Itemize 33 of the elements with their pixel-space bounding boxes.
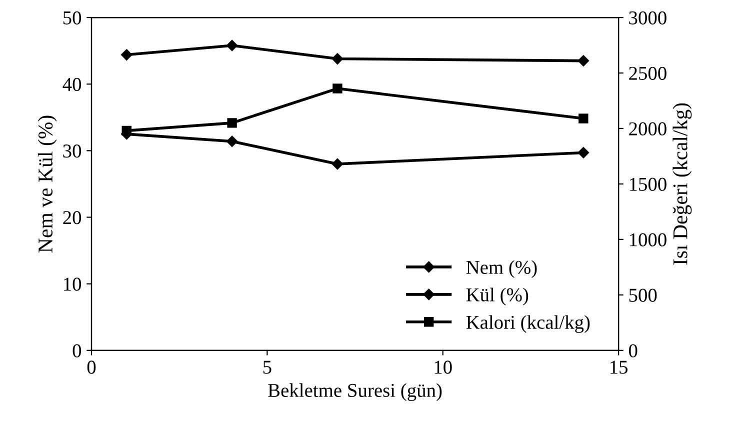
y-tick-label: 10 bbox=[64, 278, 82, 291]
y-tick-label: 0 bbox=[72, 344, 82, 358]
x-tick-label: 5 bbox=[263, 360, 272, 374]
point bbox=[332, 158, 344, 170]
point bbox=[226, 40, 238, 52]
point bbox=[332, 84, 342, 94]
x-axis-title: Bekletme Suresi (gün) bbox=[268, 383, 442, 401]
point bbox=[578, 147, 590, 158]
y-tick-label: 40 bbox=[62, 78, 82, 92]
y2-tick-label: 2000 bbox=[629, 122, 666, 136]
y2-tick-label: 1000 bbox=[630, 233, 666, 246]
point bbox=[121, 49, 132, 60]
x-tick-label: 15 bbox=[610, 360, 628, 374]
y2-tick-label: 1500 bbox=[630, 178, 666, 191]
point bbox=[578, 114, 588, 124]
point bbox=[332, 53, 344, 64]
x-tick-label: 10 bbox=[434, 360, 452, 374]
y2-tick-label: 3000 bbox=[629, 11, 666, 24]
legend-label: Kül (%) bbox=[466, 288, 528, 306]
point bbox=[578, 55, 590, 66]
point bbox=[227, 118, 237, 128]
y-tick-label: 50 bbox=[63, 11, 82, 24]
x-tick-label: 0 bbox=[87, 360, 96, 374]
y2-tick-label: 500 bbox=[629, 288, 657, 302]
y-axis-title: Nem ve Kül (%) bbox=[38, 116, 57, 252]
y2-tick-label: 0 bbox=[629, 344, 638, 358]
legend-label: Nem (%) bbox=[466, 260, 537, 278]
y2-axis-title: Isı Değeri (kcal/kg) bbox=[672, 103, 692, 265]
point bbox=[226, 136, 238, 147]
y2-tick-label: 2500 bbox=[629, 66, 666, 80]
y-tick-label: 30 bbox=[63, 144, 82, 158]
y-tick-label: 20 bbox=[63, 211, 82, 224]
legend-label: Kalori (kcal/kg) bbox=[466, 315, 590, 333]
